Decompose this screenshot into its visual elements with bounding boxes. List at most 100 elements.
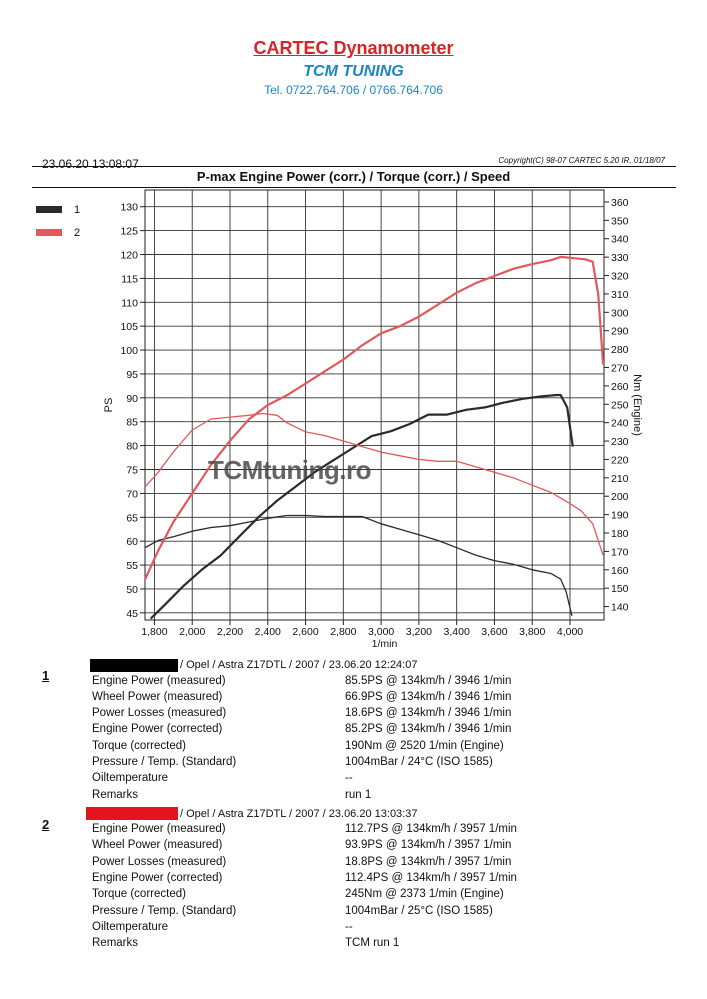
y-left-tick-label: 120: [120, 250, 138, 262]
legend-label-2: 2: [74, 226, 81, 239]
y-right-tick-label: 310: [611, 289, 629, 301]
y-left-tick-label: 110: [121, 297, 138, 309]
run-1-row: Oiltemperature --: [92, 772, 562, 788]
run-number-1: 1: [42, 668, 50, 683]
copyright-note: Copyright(C) 98-07 CARTEC 5.20 IR, 01/18…: [498, 156, 665, 165]
run-2-row: Oiltemperature --: [92, 921, 562, 937]
legend-swatch-1: [36, 206, 62, 214]
row-value: 1004mBar / 24°C (ISO 1585): [345, 756, 493, 768]
y-left-tick-label: 85: [126, 417, 138, 429]
row-label: Engine Power (corrected): [92, 723, 223, 735]
report-datetime: 23.06.20 13:08:07: [42, 157, 139, 171]
y-right-tick-label: 260: [611, 381, 629, 393]
run-2-vehicle: / Opel / Astra Z17DTL / 2007 / 23.06.20 …: [180, 808, 418, 820]
y-right-tick-label: 140: [611, 602, 629, 614]
x-tick-label: 3,600: [481, 626, 507, 638]
row-value: 18.8PS @ 134km/h / 3957 1/min: [345, 856, 512, 868]
row-label: Torque (corrected): [92, 888, 186, 900]
x-tick-label: 1,800: [141, 626, 167, 638]
y-right-tick-label: 240: [611, 418, 629, 430]
y-left-tick-label: 45: [126, 608, 138, 620]
run-1-vehicle: / Opel / Astra Z17DTL / 2007 / 23.06.20 …: [180, 659, 418, 671]
y-right-tick-label: 300: [611, 307, 629, 319]
header-rule: [32, 166, 676, 167]
y-right-tick-label: 320: [611, 271, 629, 283]
row-label: Engine Power (measured): [92, 675, 226, 687]
run-1-row: Engine Power (corrected) 85.2PS @ 134km/h…: [92, 723, 562, 739]
row-label: Engine Power (measured): [92, 823, 226, 835]
watermark: TCMtuning.ro: [208, 455, 371, 485]
tuner-name: TCM TUNING: [303, 63, 404, 80]
x-tick-label: 2,400: [255, 626, 281, 638]
run-2-row: Torque (corrected) 245Nm @ 2373 1/min (En…: [92, 888, 562, 904]
series-1-torque-line: [144, 514, 573, 616]
row-label: Wheel Power (measured): [92, 839, 223, 851]
row-value: --: [345, 921, 353, 933]
row-label: Remarks: [92, 789, 139, 801]
row-value: 190Nm @ 2520 1/min (Engine): [345, 740, 504, 752]
x-tick-label: 3,800: [519, 626, 545, 638]
run-1-row: Power Losses (measured) 18.6PS @ 134km/h …: [92, 707, 562, 723]
y-left-tick-label: 55: [126, 560, 138, 572]
y-right-tick-label: 230: [611, 436, 629, 448]
x-tick-label: 2,800: [330, 626, 356, 638]
phone-numbers: Tel. 0722.764.706 / 0766.764.706: [264, 83, 443, 97]
series-2-power-line: [144, 255, 605, 580]
row-value: 85.5PS @ 134km/h / 3946 1/min: [345, 675, 512, 687]
y-left-tick-label: 75: [126, 465, 138, 477]
legend-label-1: 1: [74, 203, 81, 216]
row-label: Engine Power (corrected): [92, 872, 223, 884]
y-left-tick-label: 125: [120, 226, 138, 238]
y-left-tick-label: 90: [126, 393, 138, 405]
row-label: Oiltemperature: [92, 921, 169, 933]
redaction-bar-2: [86, 807, 178, 820]
legend-entry-2: 2: [36, 224, 80, 242]
y-left-tick-label: 65: [126, 512, 138, 524]
run-2-row: Engine Power (corrected) 112.4PS @ 134km/…: [92, 872, 562, 888]
legend-swatch-2: [36, 229, 62, 237]
y-left-axis-label: PS: [103, 398, 115, 413]
series-1-power-line: [149, 393, 574, 620]
y-left-tick-label: 80: [126, 441, 138, 453]
y-left-tick-label: 70: [126, 488, 138, 500]
run-2-row: Power Losses (measured) 18.8PS @ 134km/h …: [92, 856, 562, 872]
row-label: Wheel Power (measured): [92, 691, 223, 703]
y-left-tick-label: 105: [120, 321, 138, 333]
row-label: Remarks: [92, 937, 139, 949]
row-label: Oiltemperature: [92, 772, 169, 784]
run-2-row: Remarks TCM run 1: [92, 937, 562, 953]
y-right-tick-label: 210: [611, 473, 629, 485]
y-left-tick-label: 130: [120, 202, 138, 214]
title-rule: [32, 187, 676, 188]
x-tick-label: 3,200: [406, 626, 432, 638]
y-right-tick-label: 160: [611, 565, 629, 577]
redaction-bar-1: [90, 659, 178, 672]
run-1-row: Pressure / Temp. (Standard) 1004mBar / 24…: [92, 756, 562, 772]
run-1-row: Engine Power (measured) 85.5PS @ 134km/h …: [92, 675, 562, 691]
y-right-axis-label: Nm (Engine): [631, 374, 643, 436]
y-right-tick-label: 180: [611, 528, 629, 540]
run-2-row: Wheel Power (measured) 93.9PS @ 134km/h /…: [92, 839, 562, 855]
x-tick-label: 2,200: [217, 626, 243, 638]
row-value: 66.9PS @ 134km/h / 3946 1/min: [345, 691, 512, 703]
y-right-tick-label: 360: [611, 197, 629, 209]
row-value: --: [345, 772, 353, 784]
row-label: Pressure / Temp. (Standard): [92, 756, 237, 768]
row-value: 93.9PS @ 134km/h / 3957 1/min: [345, 839, 512, 851]
y-left-tick-label: 100: [120, 345, 138, 357]
chart-title: P-max Engine Power (corr.) / Torque (cor…: [196, 169, 511, 184]
y-right-tick-label: 220: [611, 454, 629, 466]
run-1-row: Wheel Power (measured) 66.9PS @ 134km/h /…: [92, 691, 562, 707]
row-value: 1004mBar / 25°C (ISO 1585): [345, 905, 493, 917]
x-tick-label: 3,400: [444, 626, 470, 638]
run-1-row: Remarks run 1: [92, 789, 562, 805]
plot-frame: [144, 189, 605, 621]
row-value: 18.6PS @ 134km/h / 3946 1/min: [345, 707, 512, 719]
row-value: 245Nm @ 2373 1/min (Engine): [345, 888, 504, 900]
run-2-row: Engine Power (measured) 112.7PS @ 134km/h…: [92, 823, 562, 839]
y-left-tick-label: 95: [126, 369, 138, 381]
y-right-tick-label: 250: [611, 399, 629, 411]
company-title: CARTEC Dynamometer: [253, 38, 454, 58]
row-label: Torque (corrected): [92, 740, 186, 752]
